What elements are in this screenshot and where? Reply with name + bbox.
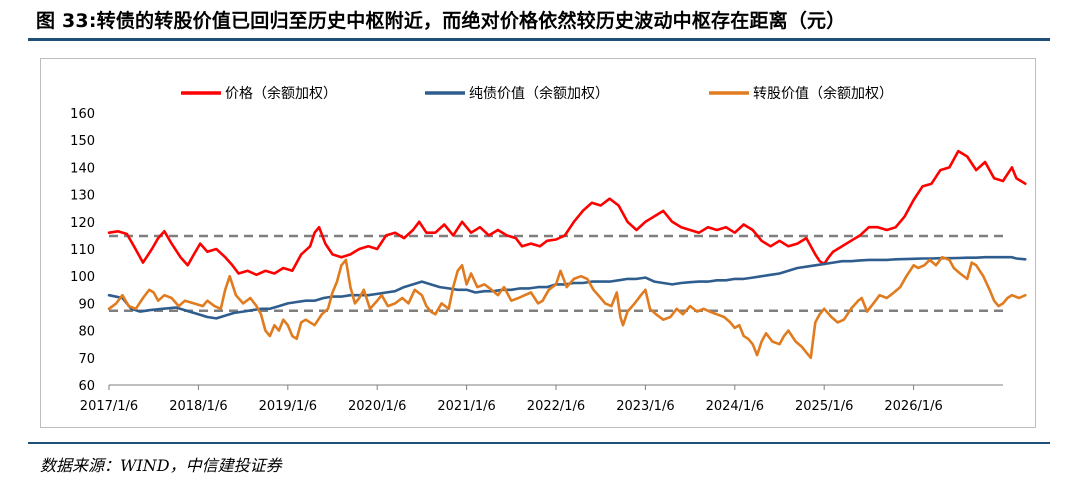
x-tick-label: 2020/1/6 [348,399,406,414]
series-line-1 [107,149,1027,277]
y-tick-label: 100 [70,270,95,285]
y-tick-label: 90 [78,297,95,312]
footer-divider [28,442,1050,444]
line-chart: 60 70 80 90 100 110 120 130 140 150 160 2017/1/6 201… [70,85,1027,414]
x-tick-label: 2025/1/6 [795,399,853,414]
series-line-3 [107,255,1027,360]
x-tick-label: 2023/1/6 [616,399,674,414]
y-tick-label: 150 [70,134,95,149]
y-tick-label: 130 [70,189,95,204]
y-tick-label: 110 [70,243,95,258]
y-tick-label: 140 [70,161,95,176]
title-divider [28,38,1050,41]
series-line-2 [107,255,1027,320]
source-note: 数据来源：WIND，中信建投证券 [40,456,282,475]
y-tick-label: 60 [78,379,95,394]
x-tick-label: 2019/1/6 [259,399,317,414]
x-tick-label: 2022/1/6 [527,399,585,414]
x-tick-label: 2021/1/6 [437,399,495,414]
legend-label-1: 价格（余额加权） [225,85,337,102]
chart-frame: 60 70 80 90 100 110 120 130 140 150 160 2017/1/6 201… [40,58,1036,428]
x-tick-label: 2018/1/6 [169,399,227,414]
x-tick-label: 2017/1/6 [80,399,138,414]
y-tick-label: 120 [70,216,95,231]
x-tick-label: 2024/1/6 [706,399,764,414]
y-tick-label: 160 [70,107,95,122]
legend-label-2: 纯债价值（余额加权） [469,85,609,102]
x-tick-label: 2026/1/6 [884,399,942,414]
y-tick-label: 80 [78,325,95,340]
legend-label-3: 转股价值（余额加权） [753,85,893,102]
y-tick-label: 70 [78,352,95,367]
figure-title: 图 33:转债的转股价值已回归至历史中枢附近，而绝对价格依然较历史波动中枢存在距… [36,10,846,32]
